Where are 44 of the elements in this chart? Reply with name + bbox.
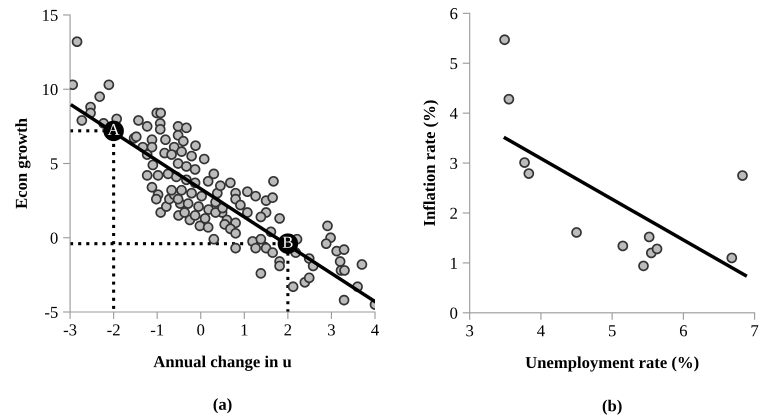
y-tick-label: 6 (450, 8, 458, 20)
y-axis-title: Econ growth (15, 118, 30, 209)
point (618, 240, 628, 252)
point (726, 252, 738, 264)
point (644, 232, 655, 242)
y-tick-label: 3 (450, 158, 458, 170)
point (652, 244, 662, 254)
x-tick-label: -1 (150, 324, 164, 336)
point (504, 94, 514, 105)
point (519, 157, 530, 168)
y-tick-label: 10 (43, 84, 58, 96)
text: (a) (214, 398, 232, 414)
x-tick-label: 5 (608, 325, 616, 336)
point (571, 227, 582, 238)
y-tick-label: 5 (50, 158, 58, 170)
annotation: B (282, 236, 293, 248)
annotation: A (108, 124, 120, 135)
x-tick-label: -2 (107, 324, 120, 336)
y-tick-label: 1 (451, 258, 457, 269)
x-tick-label: 0 (197, 324, 204, 336)
point (737, 170, 748, 181)
point (638, 260, 649, 272)
x-tick-label: 4 (371, 324, 379, 336)
point (499, 34, 510, 46)
y-tick-label: 4 (450, 108, 458, 119)
x-axis-title: Unemployment rate (%) (526, 356, 698, 372)
y-tick-label: 0 (450, 308, 458, 319)
y-tick-label: -5 (45, 306, 58, 318)
y-tick-label: 0 (50, 232, 58, 244)
y-tick-label: 2 (450, 208, 457, 219)
point (523, 168, 534, 179)
x-tick-label: 2 (284, 324, 292, 336)
x-tick-label: 6 (680, 325, 688, 336)
x-tick-label: 7 (752, 325, 758, 336)
x-tick-label: 3 (328, 324, 335, 336)
x-tick-label: 3 (466, 325, 474, 336)
text: (b) (602, 400, 622, 415)
y-tick-label: 5 (450, 58, 458, 70)
x-tick-label: 1 (242, 324, 248, 336)
x-axis-title: Annual change in u (153, 356, 292, 371)
x-tick-label: 4 (537, 325, 545, 336)
x-tick-label: -3 (64, 324, 76, 336)
y-axis-title: Inflation rate (%) (423, 100, 438, 226)
y-tick-label: 15 (43, 10, 58, 21)
